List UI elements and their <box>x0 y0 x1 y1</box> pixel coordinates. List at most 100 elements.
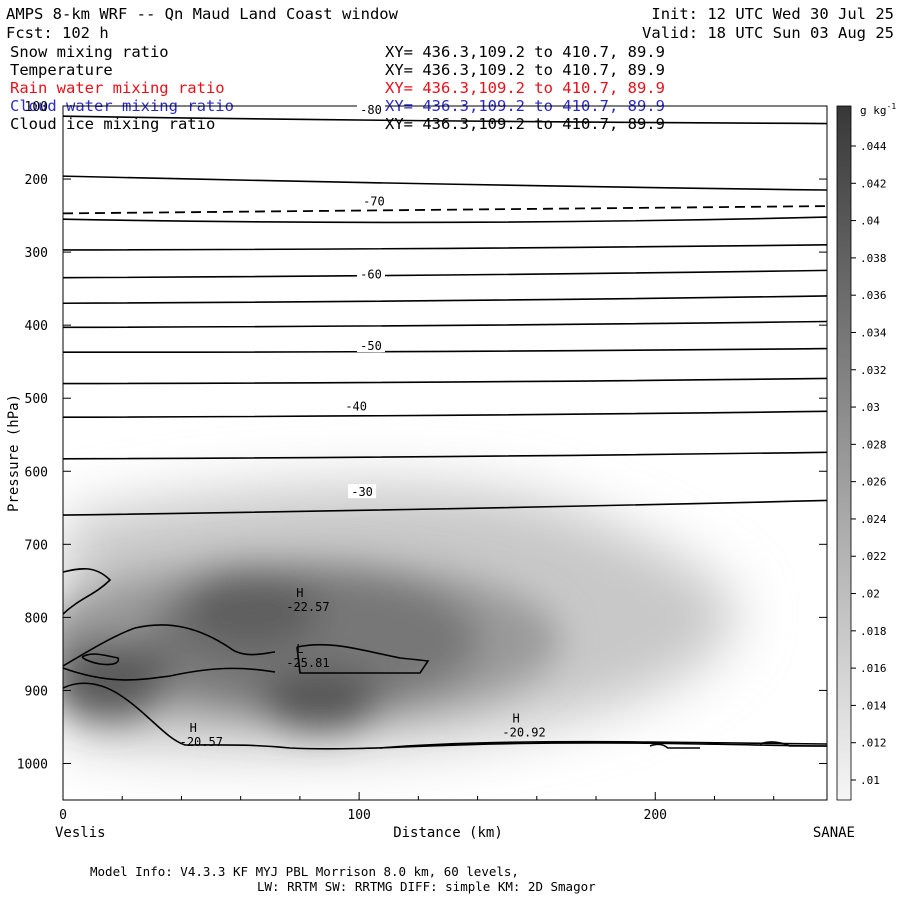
extremum-kind: H <box>512 712 519 726</box>
model-physics: LW: RRTM SW: RRTMG DIFF: simple KM: 2D S… <box>257 879 596 894</box>
colorbar-label: .036 <box>860 289 887 302</box>
colorbar-label: .01 <box>860 774 880 787</box>
label-backing <box>348 484 377 499</box>
x-tick-label: 0 <box>59 808 67 823</box>
y-tick-label: 100 <box>25 100 48 115</box>
x-endpoint-left: Veslis <box>55 825 106 841</box>
isotherm-line <box>62 320 828 329</box>
y-tick-label: 600 <box>25 465 48 480</box>
colorbar: .01 .012 .014 .016 .018 .02 .022 .024 .026 .028 .0… <box>836 102 896 801</box>
y-tick-label: 900 <box>25 684 48 699</box>
y-axis: 100 200 300 400 500 600 700 800 900 1000 <box>17 100 827 772</box>
isotherm-labels: -80 -70 -60 -50 -40 -30 <box>342 102 388 499</box>
chart-title: AMPS 8-km WRF -- Qn Maud Land Coast wind… <box>6 5 399 23</box>
colorbar-label: .018 <box>860 625 887 638</box>
colorbar-label: .012 <box>860 737 887 750</box>
colorbar-label: .02 <box>860 588 880 601</box>
isotherm-label: -60 <box>360 267 382 281</box>
model-info: Model Info: V4.3.3 KF MYJ PBL Morrison 8… <box>90 864 519 879</box>
isotherm-lines <box>62 115 828 516</box>
colorbar-label: .034 <box>860 326 887 339</box>
extremum-kind: H <box>190 721 197 735</box>
x-axis: 0 100 200 <box>59 792 775 823</box>
y-tick-label: 700 <box>25 538 48 553</box>
isotherm-line <box>62 216 828 224</box>
colorbar-label: .014 <box>860 699 887 712</box>
isotherm-label: -70 <box>363 194 385 208</box>
colorbar-unit: g kg-1 <box>860 102 896 117</box>
label-backing <box>359 193 388 208</box>
colorbar-label: .044 <box>860 140 887 153</box>
isotherm-line <box>62 377 828 385</box>
colorbar-label: .022 <box>860 550 887 563</box>
field-name: Snow mixing ratio <box>10 43 169 61</box>
label-backing <box>342 398 371 413</box>
label-backing <box>356 338 385 353</box>
contour-line <box>759 741 827 747</box>
y-axis-label: Pressure (hPa) <box>6 394 22 512</box>
isotherm-line <box>62 499 828 516</box>
isotherm-line <box>62 115 828 125</box>
extremum-value: -20.57 <box>180 735 223 749</box>
extrema-labels: H-22.57L-25.81H-20.92H-20.57 <box>180 586 546 749</box>
contour-line <box>81 653 120 666</box>
isotherm-line <box>62 451 828 460</box>
contour-line <box>649 743 700 749</box>
extremum-kind: L <box>296 642 303 656</box>
colorbar-label: .042 <box>860 177 887 190</box>
field-xy: XY= 436.3,109.2 to 410.7, 89.9 <box>385 43 665 61</box>
x-axis-label: Distance (km) <box>393 825 503 841</box>
y-tick-label: 300 <box>25 246 48 261</box>
isotherm-line <box>62 295 828 305</box>
contour-line <box>379 740 828 749</box>
y-tick-label: 1000 <box>17 757 48 772</box>
colorbar-label: .026 <box>860 476 887 489</box>
contour-line <box>296 643 430 674</box>
colorbar-label: .04 <box>860 215 880 228</box>
forecast-hour: Fcst: 102 h <box>6 24 109 42</box>
contour-line <box>62 682 828 750</box>
field-xy: XY= 436.3,109.2 to 410.7, 89.9 <box>385 79 665 97</box>
dashed-contour <box>62 205 828 215</box>
extremum-kind: H <box>296 586 303 600</box>
label-backing <box>356 266 385 281</box>
colorbar-label: .024 <box>860 513 887 526</box>
extremum-value: -25.81 <box>286 656 329 670</box>
y-tick-label: 200 <box>25 173 48 188</box>
isotherm-line <box>62 244 828 251</box>
label-backing <box>356 102 385 117</box>
extremum-value: -22.57 <box>286 600 329 614</box>
contour-line <box>62 667 276 681</box>
isotherm-line <box>62 269 828 279</box>
isotherm-line <box>62 175 828 191</box>
isotherm-label: -80 <box>360 103 382 117</box>
contour-line <box>62 624 276 667</box>
colorbar-label: .028 <box>860 438 887 451</box>
isotherm-line <box>62 410 828 419</box>
snow-shading <box>63 484 738 754</box>
init-time: Init: 12 UTC Wed 30 Jul 25 <box>651 5 894 23</box>
boundary-contours <box>62 568 828 750</box>
isotherm-label: -30 <box>351 485 373 499</box>
field-name: Cloud ice mixing ratio <box>10 115 215 133</box>
x-tick-label: 200 <box>644 808 667 823</box>
isotherm-line <box>62 347 828 353</box>
field-name: Temperature <box>10 61 113 79</box>
extremum-value: -20.92 <box>502 726 545 740</box>
isotherm-label: -40 <box>345 400 367 414</box>
colorbar-label: .016 <box>860 662 887 675</box>
contour-line <box>62 568 112 615</box>
y-tick-label: 800 <box>25 611 48 626</box>
x-tick-label: 100 <box>347 808 370 823</box>
field-xy: XY= 436.3,109.2 to 410.7, 89.9 <box>385 115 665 133</box>
colorbar-label: .038 <box>860 252 887 265</box>
field-xy: XY= 436.3,109.2 to 410.7, 89.9 <box>385 61 665 79</box>
isotherm-label: -50 <box>360 339 382 353</box>
colorbar-label: .032 <box>860 364 887 377</box>
y-tick-label: 500 <box>25 392 48 407</box>
colorbar-label: .03 <box>860 401 880 414</box>
valid-time: Valid: 18 UTC Sun 03 Aug 25 <box>642 24 894 42</box>
x-endpoint-right: SANAE <box>813 825 855 841</box>
field-name: Rain water mixing ratio <box>10 79 225 97</box>
